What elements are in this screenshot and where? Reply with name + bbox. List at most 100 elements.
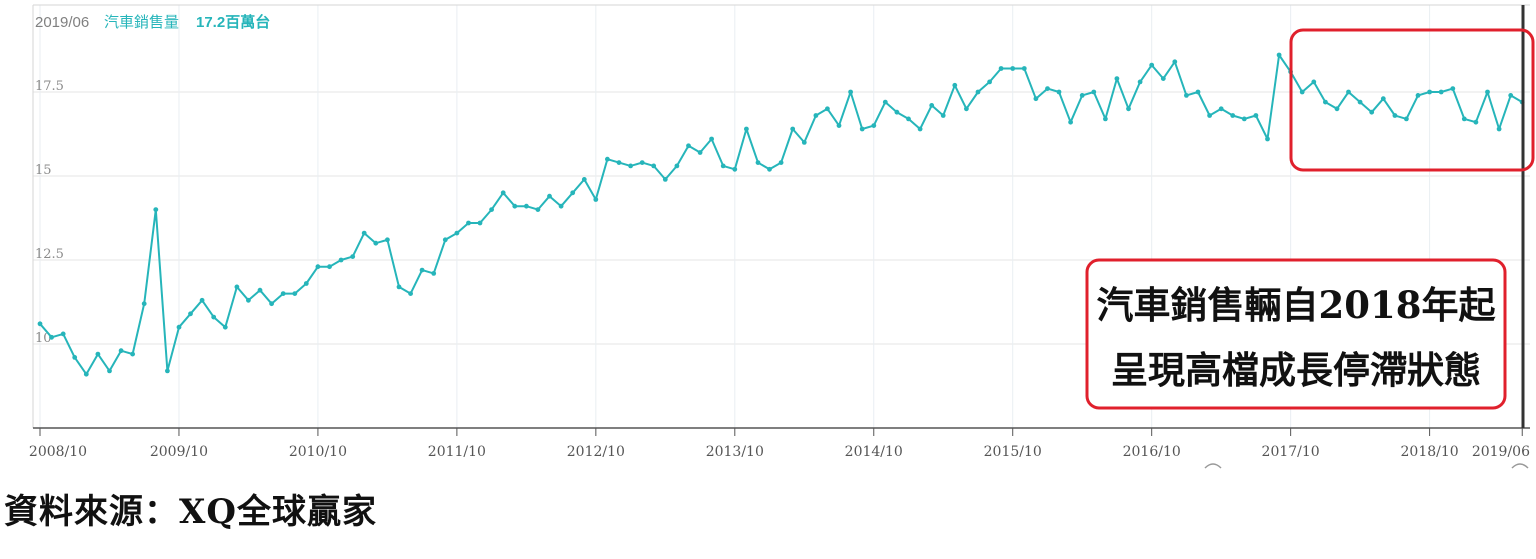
data-point — [396, 284, 402, 290]
data-point — [1010, 66, 1016, 71]
data-point — [454, 230, 460, 236]
x-tick-label: 2013/10 — [706, 444, 764, 460]
highlight-box — [1289, 28, 1535, 172]
data-point — [477, 220, 483, 226]
data-point — [1045, 86, 1050, 91]
data-point — [547, 193, 552, 199]
data-point — [361, 230, 367, 236]
data-point — [1299, 89, 1305, 95]
data-point — [1126, 106, 1131, 112]
data-point — [338, 257, 344, 263]
data-point — [524, 203, 529, 209]
data-point — [222, 324, 228, 330]
data-point — [419, 267, 425, 273]
data-point — [1253, 113, 1259, 118]
data-point — [303, 281, 309, 286]
x-tick-label: 2015/10 — [984, 444, 1042, 460]
x-tick-label: 2018/10 — [1401, 444, 1459, 460]
data-point — [848, 89, 853, 95]
data-point — [558, 203, 564, 209]
data-point — [1160, 76, 1166, 81]
data-point — [1021, 66, 1027, 71]
data-point — [535, 207, 541, 213]
data-point — [246, 297, 251, 303]
data-point — [431, 271, 437, 276]
data-point — [292, 291, 298, 296]
data-point — [37, 321, 43, 327]
data-point — [1276, 52, 1282, 58]
y-tick-label: 10 — [35, 331, 52, 346]
data-point — [859, 126, 865, 132]
data-point — [825, 106, 830, 112]
annotation-box — [1085, 258, 1507, 410]
header-date: 2019/06 — [35, 14, 89, 31]
y-tick-label: 12.5 — [35, 247, 64, 262]
data-point — [49, 334, 54, 340]
data-point — [1230, 113, 1236, 118]
data-point — [1369, 109, 1375, 115]
data-point — [1091, 89, 1097, 95]
data-point — [882, 99, 888, 105]
x-tick-label: 2008/10 — [29, 444, 87, 460]
scroll-handle-icon[interactable] — [1511, 463, 1529, 469]
x-tick-label: 2017/10 — [1262, 444, 1320, 460]
data-point — [940, 113, 946, 118]
data-point — [269, 301, 274, 307]
data-point — [83, 371, 89, 377]
data-point — [744, 126, 749, 132]
data-point — [1265, 136, 1270, 142]
annotation-line-2: 呈現高檔成長停滯狀態 — [1111, 348, 1481, 392]
data-point — [1103, 116, 1108, 122]
data-point — [350, 254, 356, 259]
x-axis-ticks: 2008/10 2009/10 2010/10 2011/10 2012/10 2013/… — [29, 428, 1530, 460]
data-point — [1068, 119, 1073, 125]
data-point — [1380, 96, 1386, 102]
data-point — [767, 166, 772, 172]
data-point — [813, 113, 819, 118]
data-point — [153, 207, 159, 213]
y-axis-ticks: 10 12.5 15 17.5 — [35, 79, 64, 346]
data-point — [593, 197, 599, 202]
y-tick-label: 15 — [35, 163, 52, 178]
line-chart: 2008/10 2009/10 2010/10 2011/10 2012/10 2013/… — [29, 4, 1535, 469]
header-series-label: 汽車銷售量 — [104, 14, 179, 31]
data-point — [639, 160, 645, 166]
data-point — [732, 166, 738, 172]
data-point — [1114, 76, 1120, 81]
data-point — [72, 355, 78, 360]
data-point — [211, 314, 217, 320]
data-point — [1485, 89, 1490, 95]
data-point — [408, 291, 413, 296]
data-point — [1473, 119, 1479, 125]
data-point — [466, 220, 471, 226]
data-point — [1508, 93, 1514, 98]
data-point — [188, 311, 193, 317]
data-point — [605, 156, 610, 162]
data-point — [327, 264, 332, 270]
data-point — [662, 177, 668, 182]
data-point — [686, 143, 691, 149]
data-point — [1218, 106, 1224, 112]
data-point — [790, 126, 796, 132]
data-point — [929, 103, 935, 108]
data-point — [1346, 89, 1351, 95]
data-point — [199, 297, 205, 303]
data-point — [987, 79, 992, 85]
data-point — [1323, 99, 1328, 105]
data-point — [1450, 86, 1456, 91]
data-point — [651, 163, 657, 169]
x-tick-label: 2009/10 — [150, 444, 208, 460]
data-point — [871, 123, 877, 128]
data-point — [130, 351, 136, 357]
sales-series-points — [37, 52, 1525, 377]
data-point — [1033, 96, 1039, 102]
header-value: 17.2百萬台 — [196, 13, 270, 31]
data-point — [1079, 93, 1085, 98]
data-point — [894, 109, 900, 115]
data-point — [964, 106, 969, 112]
data-point — [107, 368, 112, 374]
x-tick-label: 2012/10 — [567, 444, 625, 460]
data-point — [1357, 99, 1363, 105]
data-point — [570, 190, 576, 196]
scroll-handle-icon[interactable] — [1204, 463, 1222, 469]
